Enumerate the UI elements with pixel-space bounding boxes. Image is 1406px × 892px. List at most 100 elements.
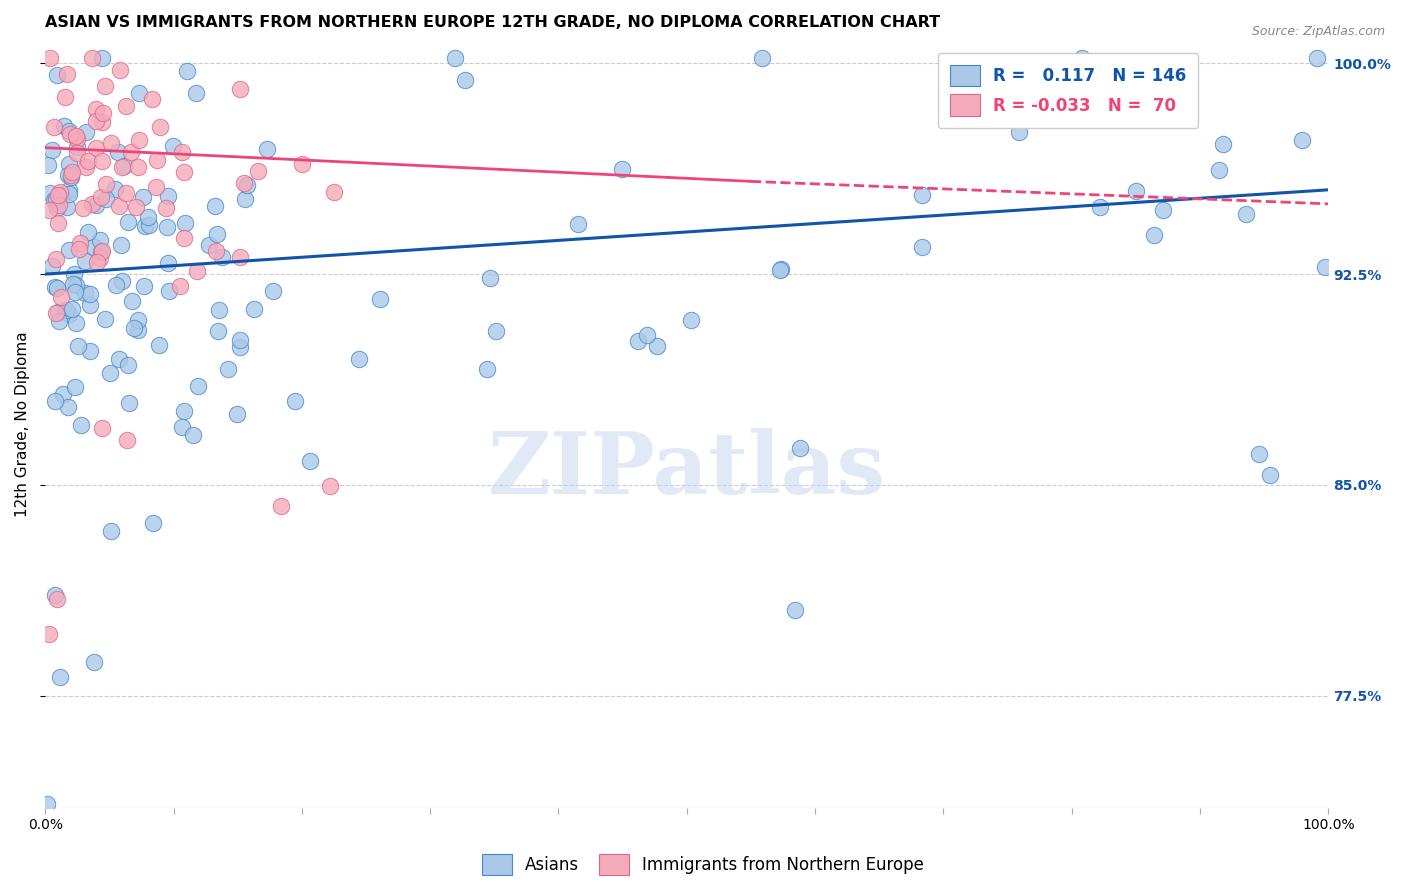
Point (1008, 125, 1031, 139)
Point (41, 260, 63, 274)
Point (211, 251, 233, 265)
Point (58, 187, 80, 202)
Point (45, 192, 67, 206)
Point (148, 120, 170, 135)
Point (58, 308, 80, 322)
Point (478, 270, 501, 285)
Point (65, 316, 87, 330)
Point (127, 161, 149, 175)
Point (477, 362, 499, 376)
Point (110, 237, 132, 252)
Point (46, 216, 69, 230)
Point (142, 516, 165, 531)
Point (38, 202, 60, 217)
Point (945, 82, 967, 96)
Point (45, 592, 67, 607)
Point (204, 199, 226, 213)
Point (86, 197, 108, 211)
Point (65, 277, 87, 292)
Point (44, 279, 66, 293)
Point (229, 340, 252, 354)
Point (454, 72, 477, 87)
Point (100, 136, 122, 150)
Point (322, 185, 344, 199)
Point (45, 252, 67, 267)
Point (173, 404, 195, 418)
Point (769, 262, 792, 277)
Point (38, 627, 60, 641)
Point (107, 199, 129, 213)
Point (49, 185, 72, 199)
Point (131, 189, 153, 203)
Point (789, 441, 811, 455)
Point (46, 187, 69, 202)
Legend: R =   0.117   N = 146, R = -0.033   N =  70: R = 0.117 N = 146, R = -0.033 N = 70 (938, 53, 1198, 128)
Point (1071, 51, 1094, 65)
Point (55, 67, 77, 81)
Point (162, 138, 184, 153)
Point (48, 198, 70, 212)
Point (347, 352, 370, 367)
Point (94, 78, 117, 93)
Point (243, 302, 266, 317)
Point (911, 187, 934, 202)
Point (44, 194, 66, 208)
Point (49, 290, 72, 304)
Point (233, 192, 256, 206)
Point (156, 189, 179, 203)
Point (319, 479, 342, 493)
Point (58, 168, 80, 182)
Point (79, 298, 101, 312)
Point (198, 237, 221, 252)
Point (41, 143, 63, 157)
Point (186, 264, 208, 278)
Point (145, 180, 167, 194)
Point (70, 418, 93, 433)
Point (172, 420, 194, 434)
Point (84, 114, 107, 128)
Point (751, 51, 773, 65)
Point (1088, 200, 1111, 214)
Point (207, 325, 229, 339)
Point (120, 145, 142, 160)
Point (60, 169, 83, 183)
Point (73, 254, 96, 268)
Point (111, 274, 134, 288)
Point (79, 343, 101, 358)
Point (55, 303, 77, 318)
Point (44, 120, 66, 135)
Point (63, 285, 86, 299)
Legend: Asians, Immigrants from Northern Europe: Asians, Immigrants from Northern Europe (475, 847, 931, 882)
Point (104, 182, 127, 196)
Point (229, 333, 252, 347)
Point (1305, 51, 1327, 65)
Point (58, 183, 80, 197)
Point (52, 119, 75, 133)
Point (77, 225, 100, 239)
Point (118, 396, 141, 410)
Point (100, 524, 122, 539)
Point (82, 197, 104, 211)
Point (122, 321, 145, 335)
Point (127, 313, 149, 327)
Point (785, 603, 807, 617)
Point (80, 51, 103, 65)
Point (155, 201, 177, 215)
Point (46, 68, 69, 82)
Point (172, 145, 194, 159)
Point (186, 87, 208, 101)
Point (90, 190, 112, 204)
Point (1008, 89, 1031, 103)
Point (83, 655, 105, 669)
Point (63, 267, 86, 281)
Point (911, 240, 934, 254)
Point (208, 303, 231, 318)
Point (89, 233, 111, 247)
Point (1212, 137, 1234, 152)
Point (610, 161, 633, 176)
Point (169, 278, 191, 293)
Point (91, 51, 114, 65)
Point (157, 285, 180, 299)
Point (45, 306, 67, 320)
Point (75, 160, 97, 174)
